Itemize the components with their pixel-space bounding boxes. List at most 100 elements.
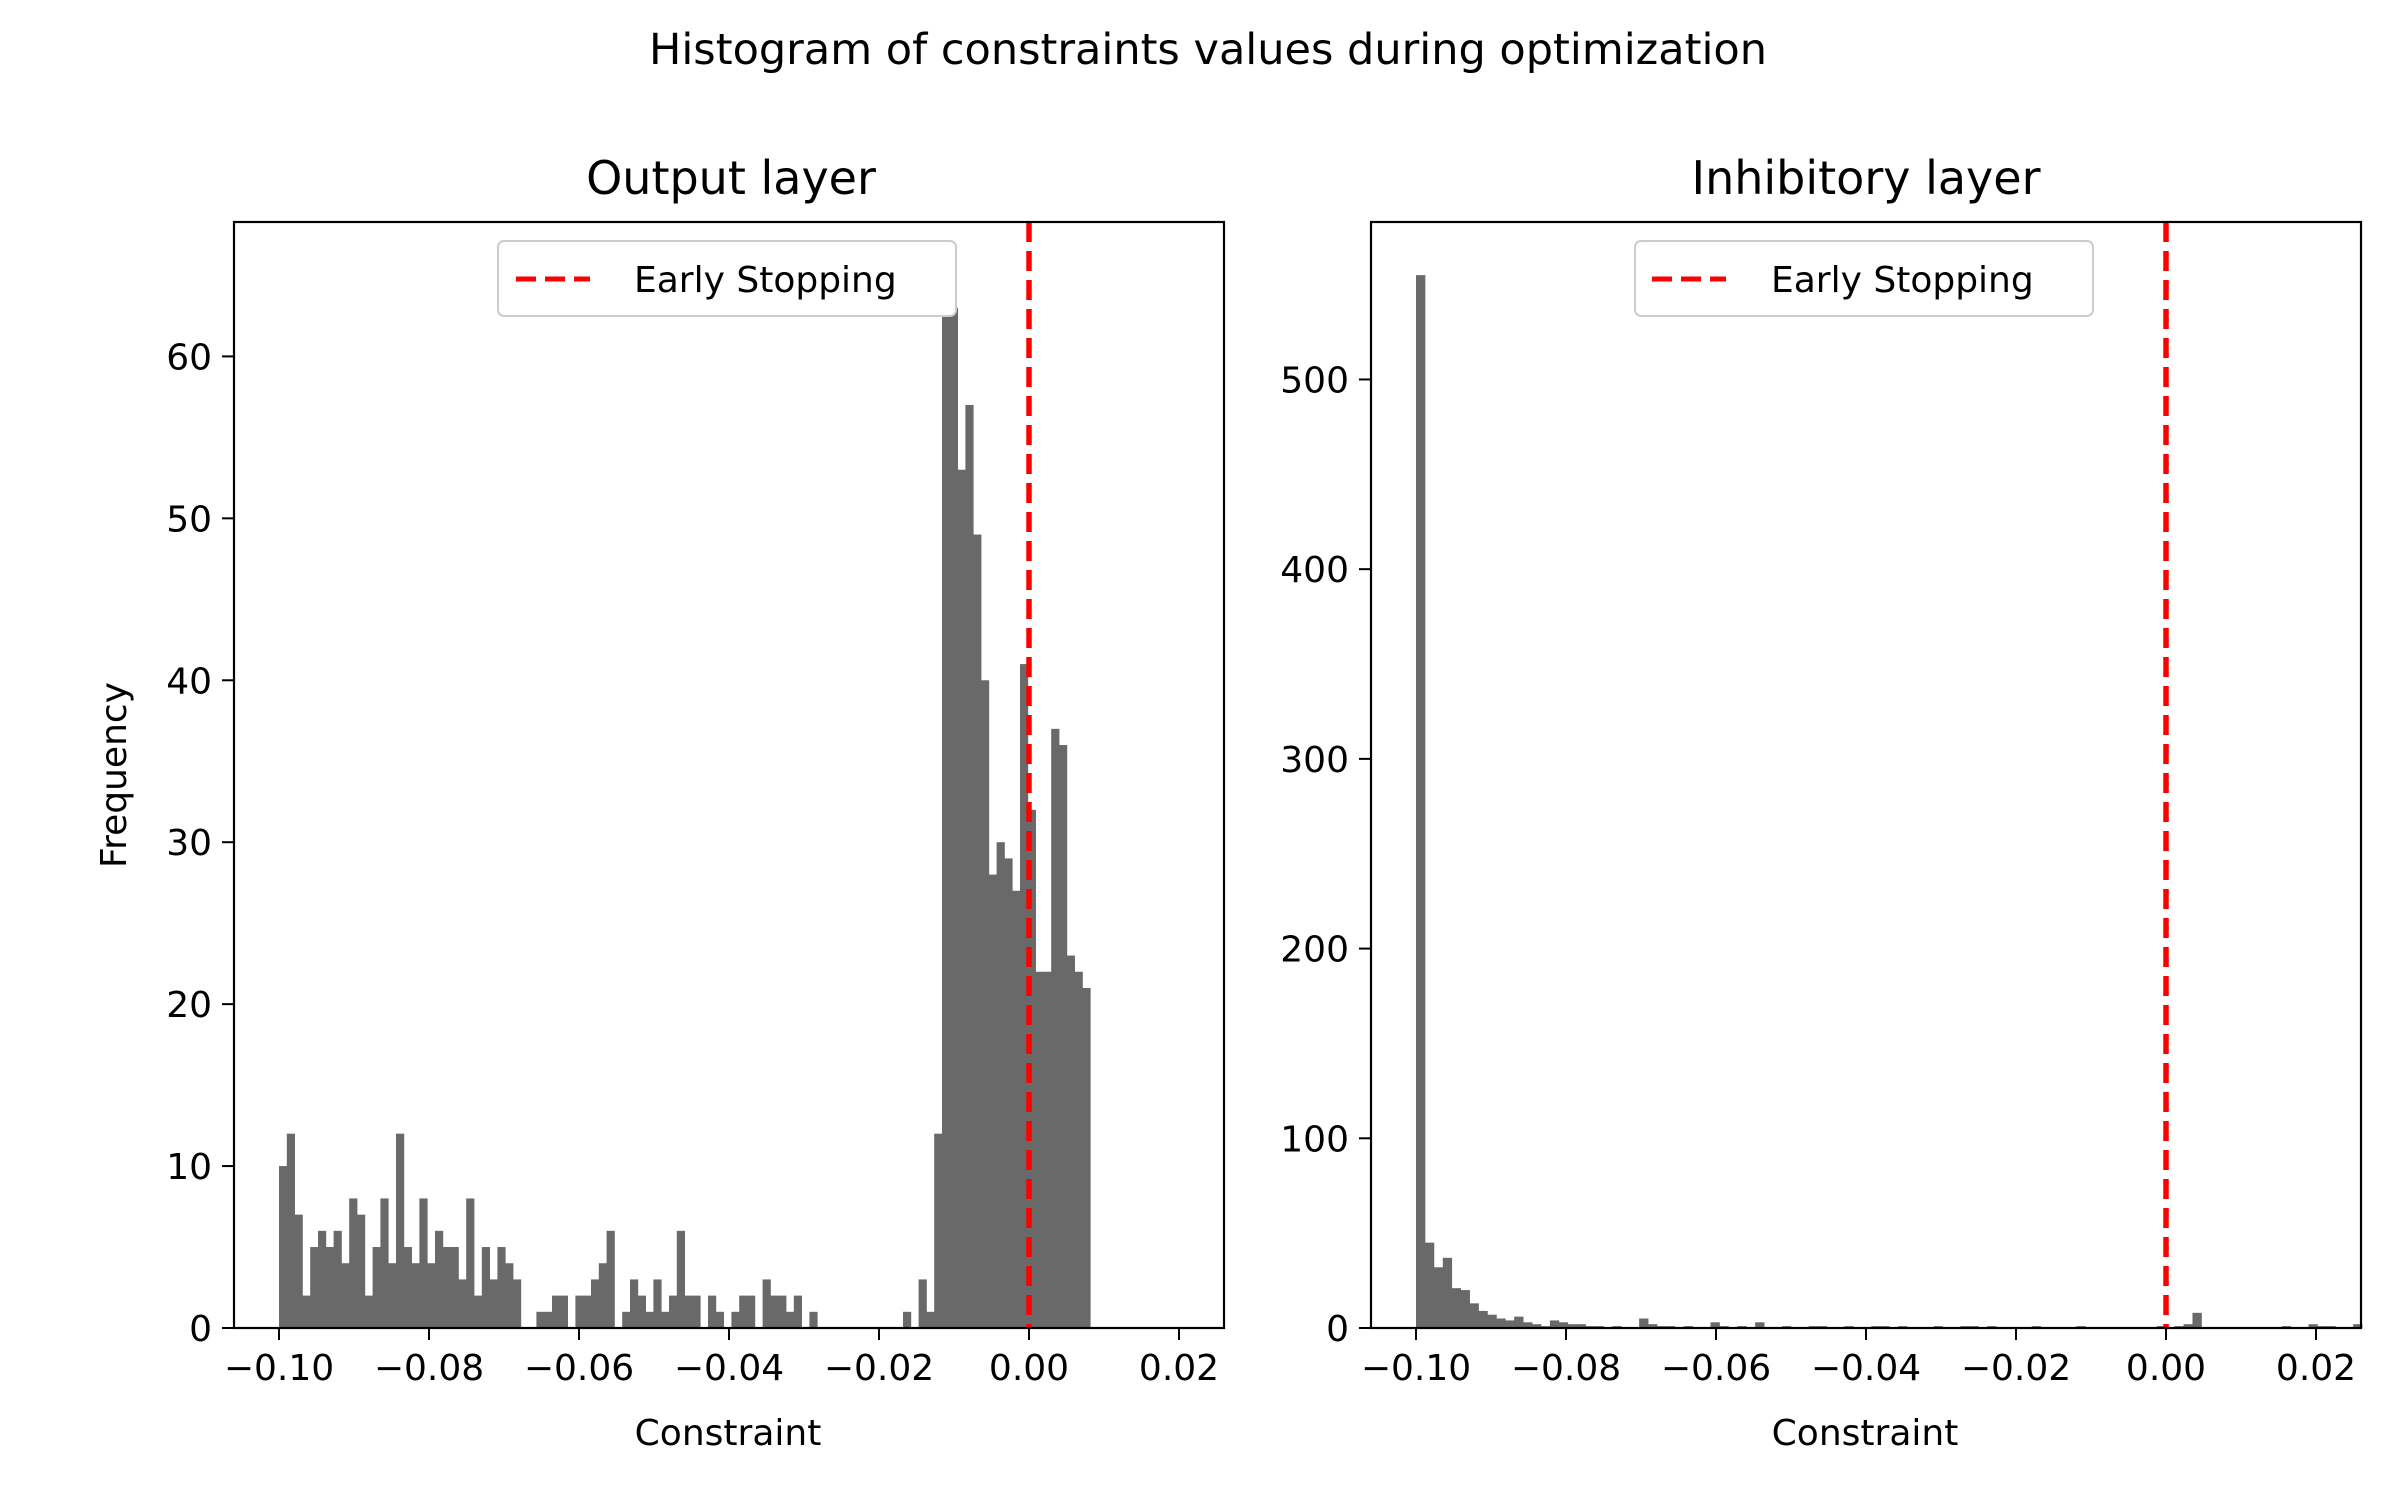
x-ticks: −0.10 −0.08 −0.06 −0.04 −0.02 0.00 0.02 (224, 1328, 1219, 1389)
y-tick-label: 40 (166, 661, 212, 702)
y-tick-label: 60 (166, 337, 212, 378)
y-tick-label: 400 (1280, 550, 1349, 591)
histogram-bar (497, 1247, 506, 1328)
panel-title: Output layer (586, 151, 876, 205)
histogram-bar (2183, 1324, 2193, 1328)
histogram-bar (357, 1214, 366, 1328)
histogram-bars (279, 275, 1091, 1329)
y-tick-label: 50 (166, 499, 212, 540)
x-tick-label: 0.02 (1139, 1348, 1219, 1389)
x-axis-label: Constraint (1772, 1413, 1959, 1454)
histogram-bar (474, 1295, 483, 1328)
histogram-bar (341, 1263, 350, 1328)
histogram-bar (903, 1311, 912, 1328)
histogram-bar (513, 1279, 522, 1328)
histogram-bar (708, 1295, 717, 1328)
x-tick-label: −0.08 (374, 1348, 484, 1389)
histogram-bar (450, 1247, 459, 1328)
histogram-bar (411, 1263, 420, 1328)
histogram-bar (2192, 1312, 2202, 1328)
histogram-bar (1082, 987, 1091, 1328)
histogram-bar (739, 1295, 748, 1328)
histogram-bar (934, 1133, 943, 1328)
histogram-bar (396, 1133, 405, 1328)
y-tick-label: 500 (1280, 360, 1349, 401)
histogram-bar (630, 1279, 639, 1328)
histogram-bar (1004, 858, 1013, 1328)
histogram-bar (427, 1263, 436, 1328)
histogram-bar (731, 1311, 740, 1328)
histogram-bar (333, 1230, 342, 1328)
histogram-bar (1442, 1257, 1453, 1328)
x-tick-label: 0.00 (989, 1348, 1069, 1389)
histogram-bar (1755, 1322, 1765, 1328)
x-tick-label: −0.10 (1361, 1348, 1471, 1389)
histogram-bar (684, 1295, 693, 1328)
histogram-bar (1043, 971, 1052, 1328)
histogram-bar (715, 1311, 724, 1328)
histogram-bar (676, 1230, 685, 1328)
y-tick-label: 30 (166, 823, 212, 864)
histogram-bar (294, 1214, 303, 1328)
histogram-bar (310, 1247, 319, 1328)
histogram-bar (1532, 1324, 1542, 1328)
x-tick-label: 0.02 (2276, 1348, 2356, 1389)
histogram-bars (1416, 275, 2363, 1328)
histogram-bar (403, 1247, 412, 1328)
histogram-bar (481, 1247, 490, 1328)
histogram-bar (692, 1295, 701, 1328)
histogram-bar (279, 1166, 288, 1328)
histogram-bar (318, 1230, 327, 1328)
histogram-bar (622, 1311, 631, 1328)
histogram-bar (778, 1295, 787, 1328)
histogram-bar (380, 1198, 389, 1328)
histogram-bar (1027, 809, 1036, 1328)
y-axis-label: Frequency (94, 682, 135, 868)
histogram-bar (1460, 1290, 1470, 1328)
y-tick-label: 10 (166, 1147, 212, 1188)
histogram-bar (1710, 1322, 1720, 1328)
legend-box (1634, 240, 2094, 317)
histogram-bar (653, 1279, 662, 1328)
histogram-bar (786, 1311, 795, 1328)
y-tick-label: 300 (1280, 740, 1349, 781)
histogram-bar (1523, 1322, 1533, 1328)
histogram-bar (1451, 1288, 1462, 1328)
histogram-bar (552, 1295, 561, 1328)
histogram-bar (1066, 955, 1075, 1328)
histogram-bar (466, 1198, 475, 1328)
histogram-bar (981, 680, 990, 1328)
y-tick-label: 20 (166, 985, 212, 1026)
histogram-bar (973, 534, 982, 1328)
plot-frame (1369, 220, 2363, 1330)
histogram-bar (458, 1279, 467, 1328)
output-layer-panel: Output layer −0.10 −0.08 −0.06 −0.04 −0.02 0.… (94, 151, 1226, 1454)
histogram-bar (1469, 1303, 1479, 1328)
histogram-bar (419, 1198, 428, 1328)
histogram-bar (1424, 1242, 1435, 1328)
legend-box (497, 240, 957, 317)
histogram-bar (918, 1279, 927, 1328)
legend-label: Early Stopping (634, 260, 897, 301)
histogram-bar (559, 1295, 568, 1328)
histogram-bar (606, 1230, 615, 1328)
y-ticks: 0 10 20 30 40 50 60 (166, 337, 234, 1350)
histogram-bar (1514, 1316, 1524, 1328)
histogram-bar (388, 1263, 397, 1328)
histogram-bar (536, 1311, 545, 1328)
histogram-bar (1487, 1314, 1497, 1328)
histogram-bar (661, 1311, 670, 1328)
histogram-bar (942, 275, 951, 1329)
x-axis-label: Constraint (635, 1413, 822, 1454)
histogram-bar (1074, 971, 1083, 1328)
histogram-bar (637, 1295, 646, 1328)
y-tick-label: 0 (1326, 1309, 1349, 1350)
histogram-bar (349, 1198, 358, 1328)
histogram-bar (583, 1295, 592, 1328)
histogram-bar (1558, 1322, 1569, 1328)
histogram-bar (770, 1295, 779, 1328)
histogram-bar (442, 1247, 451, 1328)
histogram-bar (1478, 1310, 1488, 1328)
histogram-bar (762, 1279, 771, 1328)
